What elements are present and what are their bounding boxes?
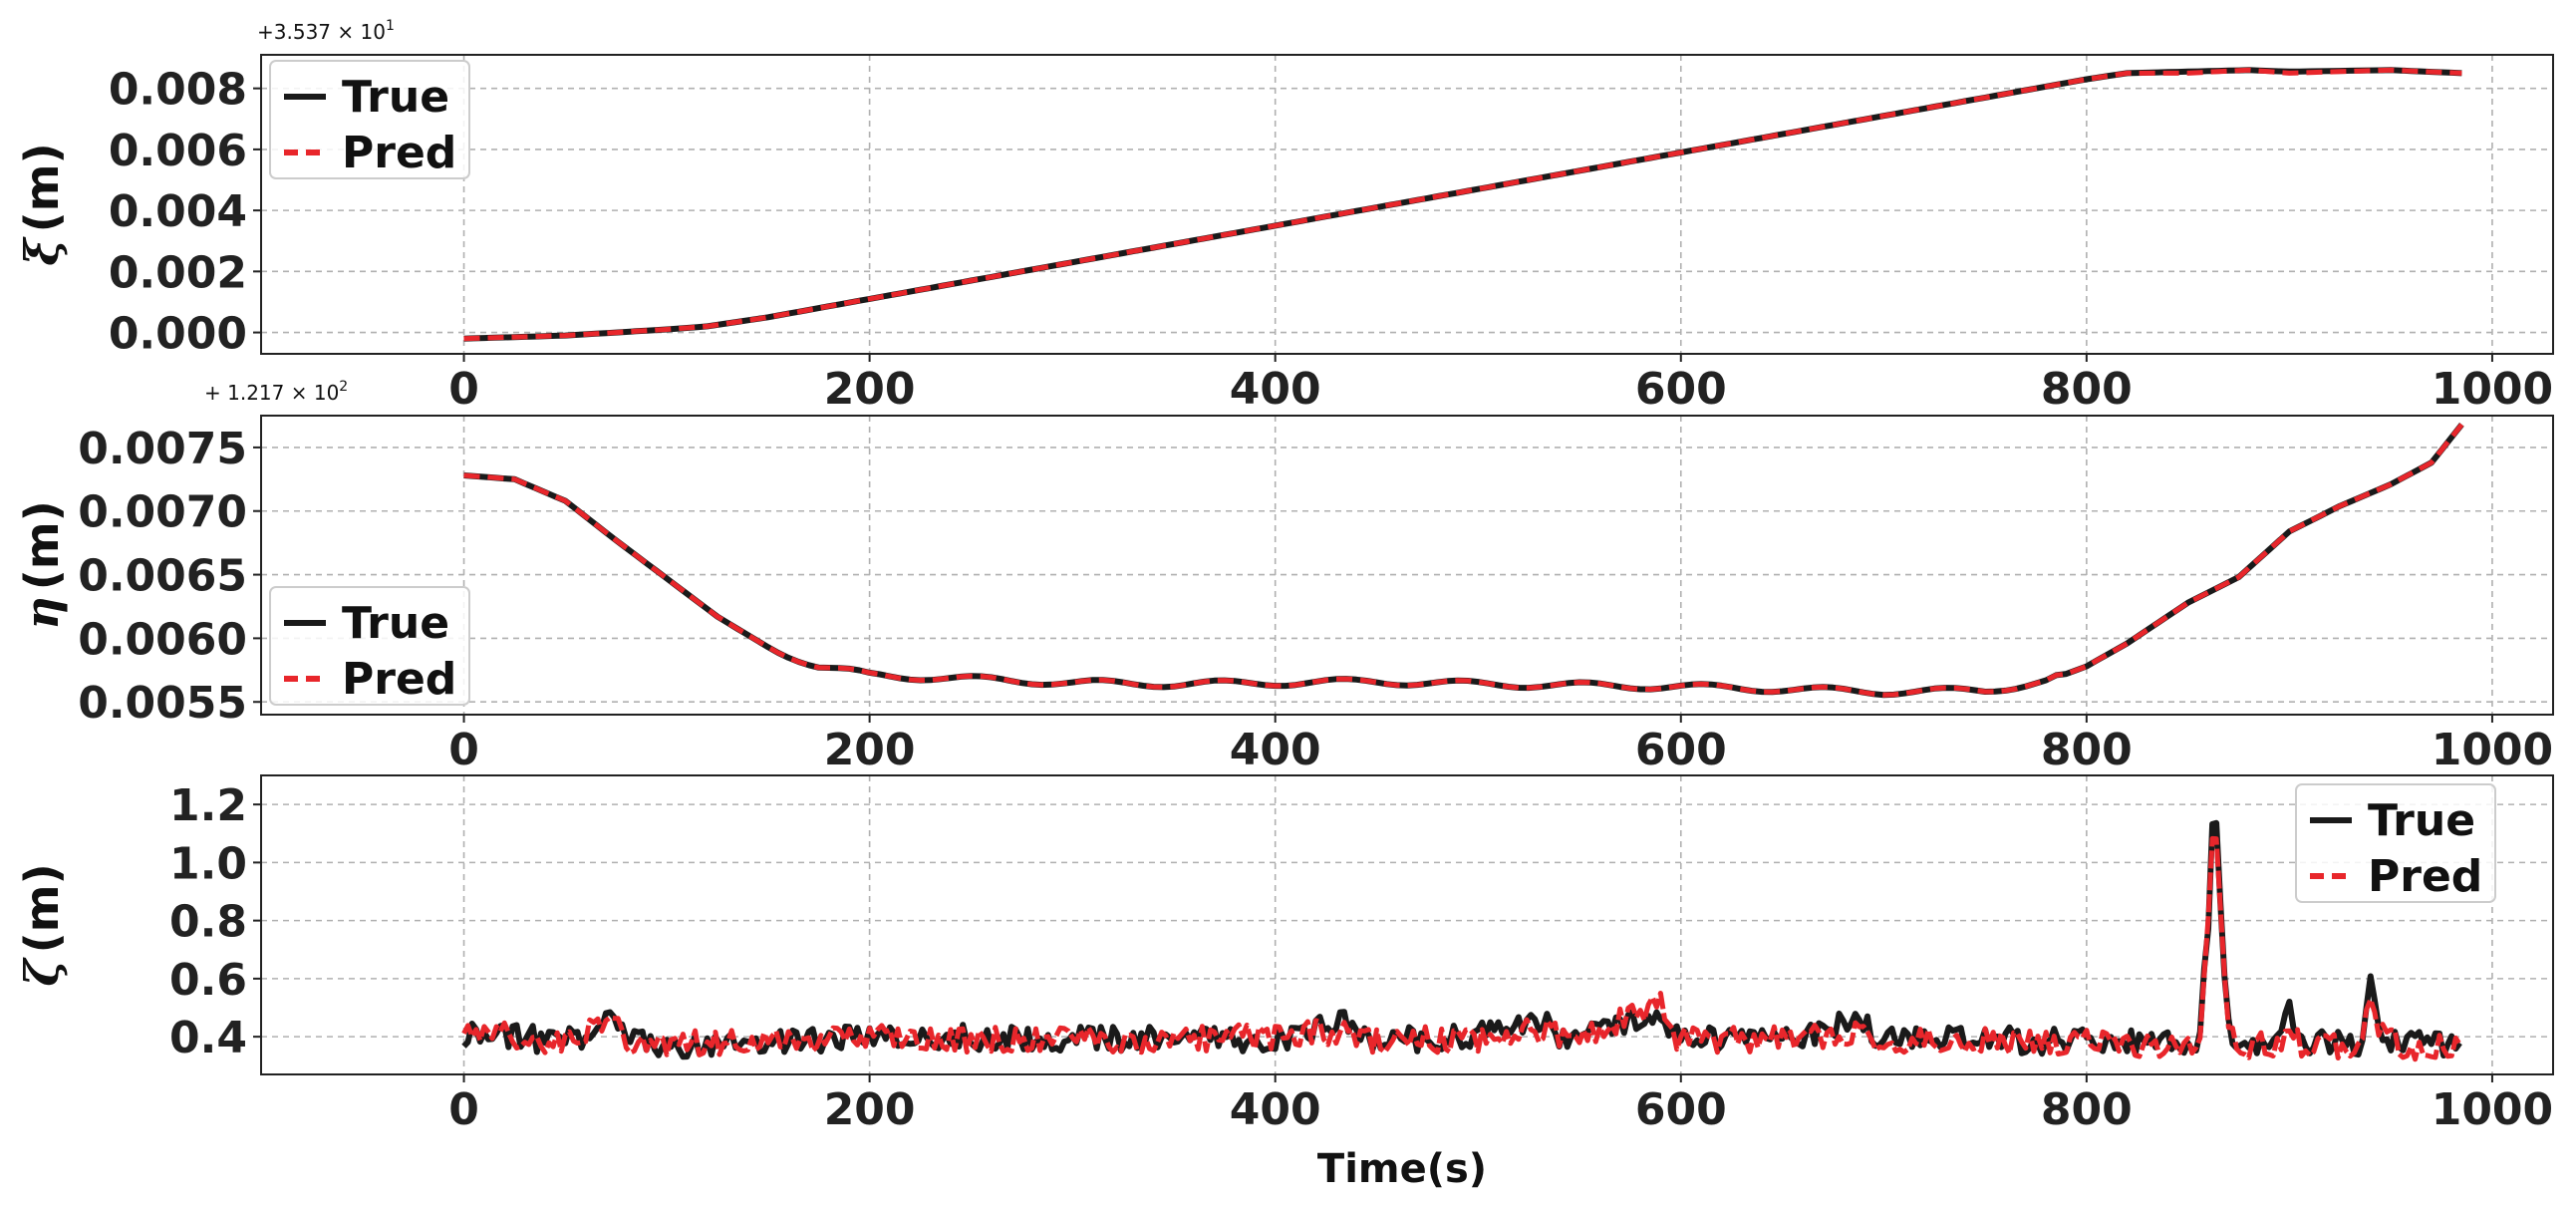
legend-pred-label: Pred <box>342 128 456 178</box>
subplot-3: 0 200 400 600 800 1000 0.4 0.6 0.8 1.0 1.2 ζ(m) Time… <box>15 774 2554 1192</box>
x-tick-label: 400 <box>1230 1084 1321 1135</box>
series-pred-line <box>463 67 2462 342</box>
y-tick-label: 0.002 <box>109 247 247 298</box>
axes-frame <box>260 54 2554 355</box>
x-tick-label: 1000 <box>2432 725 2553 775</box>
x-tick-label: 1000 <box>2432 364 2553 415</box>
legend-box <box>269 586 470 706</box>
y-tick-label: 0.0070 <box>78 487 247 538</box>
subplot-1: 0 200 400 600 800 1000 0.000 0.002 0.004 0.006 0.0… <box>15 18 2554 415</box>
y-tick-label: 1.0 <box>169 838 247 889</box>
x-tick-label: 0 <box>448 1084 479 1135</box>
legend-box <box>2295 783 2496 903</box>
x-tick-label: 0 <box>448 364 479 415</box>
x-axis-label: Time(s) <box>1317 1146 1487 1192</box>
axis-offset-label: + 1.217 × 102 <box>204 379 348 405</box>
y-tick-label: 0.6 <box>169 955 247 1006</box>
legend-true-label: True <box>342 72 449 123</box>
y-tick-label: 0.0060 <box>78 614 247 665</box>
y-tick-label: 0.8 <box>169 897 247 948</box>
legend-pred-label: Pred <box>2368 851 2482 902</box>
subplot-2: 0 200 400 600 800 1000 0.0055 0.0060 0.0065 0.007… <box>15 379 2554 775</box>
x-tick-label: 1000 <box>2432 1084 2553 1135</box>
series-true-line <box>461 819 2462 1060</box>
x-tick-label: 600 <box>1635 364 1727 415</box>
x-tick-label: 0 <box>448 725 479 775</box>
y-tick-label: 0.0075 <box>78 424 247 474</box>
axes-frame <box>260 774 2554 1075</box>
legend-true-label: True <box>2368 795 2475 846</box>
legend-box <box>269 60 470 179</box>
axes-frame <box>260 415 2554 716</box>
y-axis-label: ξ(m) <box>15 143 69 265</box>
y-axis-label: ζ(m) <box>15 863 69 986</box>
x-tick-label: 800 <box>2041 1084 2133 1135</box>
series-true-line <box>463 423 2464 699</box>
y-tick-label: 0.008 <box>109 65 247 116</box>
y-axis-label: η(m) <box>15 500 69 629</box>
series-pred-line <box>463 423 2464 698</box>
axis-offset-label: +3.537 × 101 <box>257 18 395 44</box>
y-tick-label: 1.2 <box>169 780 247 831</box>
x-tick-label: 800 <box>2041 364 2133 415</box>
y-tick-label: 0.000 <box>109 309 247 360</box>
series-true-line <box>463 67 2462 342</box>
x-tick-label: 200 <box>824 364 916 415</box>
legend-pred-label: Pred <box>342 654 456 705</box>
x-tick-label: 600 <box>1635 1084 1727 1135</box>
series-pred-line <box>461 835 2462 1062</box>
x-tick-label: 800 <box>2041 725 2133 775</box>
y-tick-label: 0.0055 <box>78 678 247 729</box>
y-tick-label: 0.004 <box>109 186 247 237</box>
x-tick-label: 600 <box>1635 725 1727 775</box>
legend-true-label: True <box>342 598 449 649</box>
x-tick-label: 200 <box>824 725 916 775</box>
y-tick-label: 0.4 <box>169 1013 247 1063</box>
x-tick-label: 200 <box>824 1084 916 1135</box>
y-tick-label: 0.0065 <box>78 551 247 602</box>
x-tick-label: 400 <box>1230 364 1321 415</box>
y-tick-label: 0.006 <box>109 126 247 176</box>
x-tick-label: 400 <box>1230 725 1321 775</box>
